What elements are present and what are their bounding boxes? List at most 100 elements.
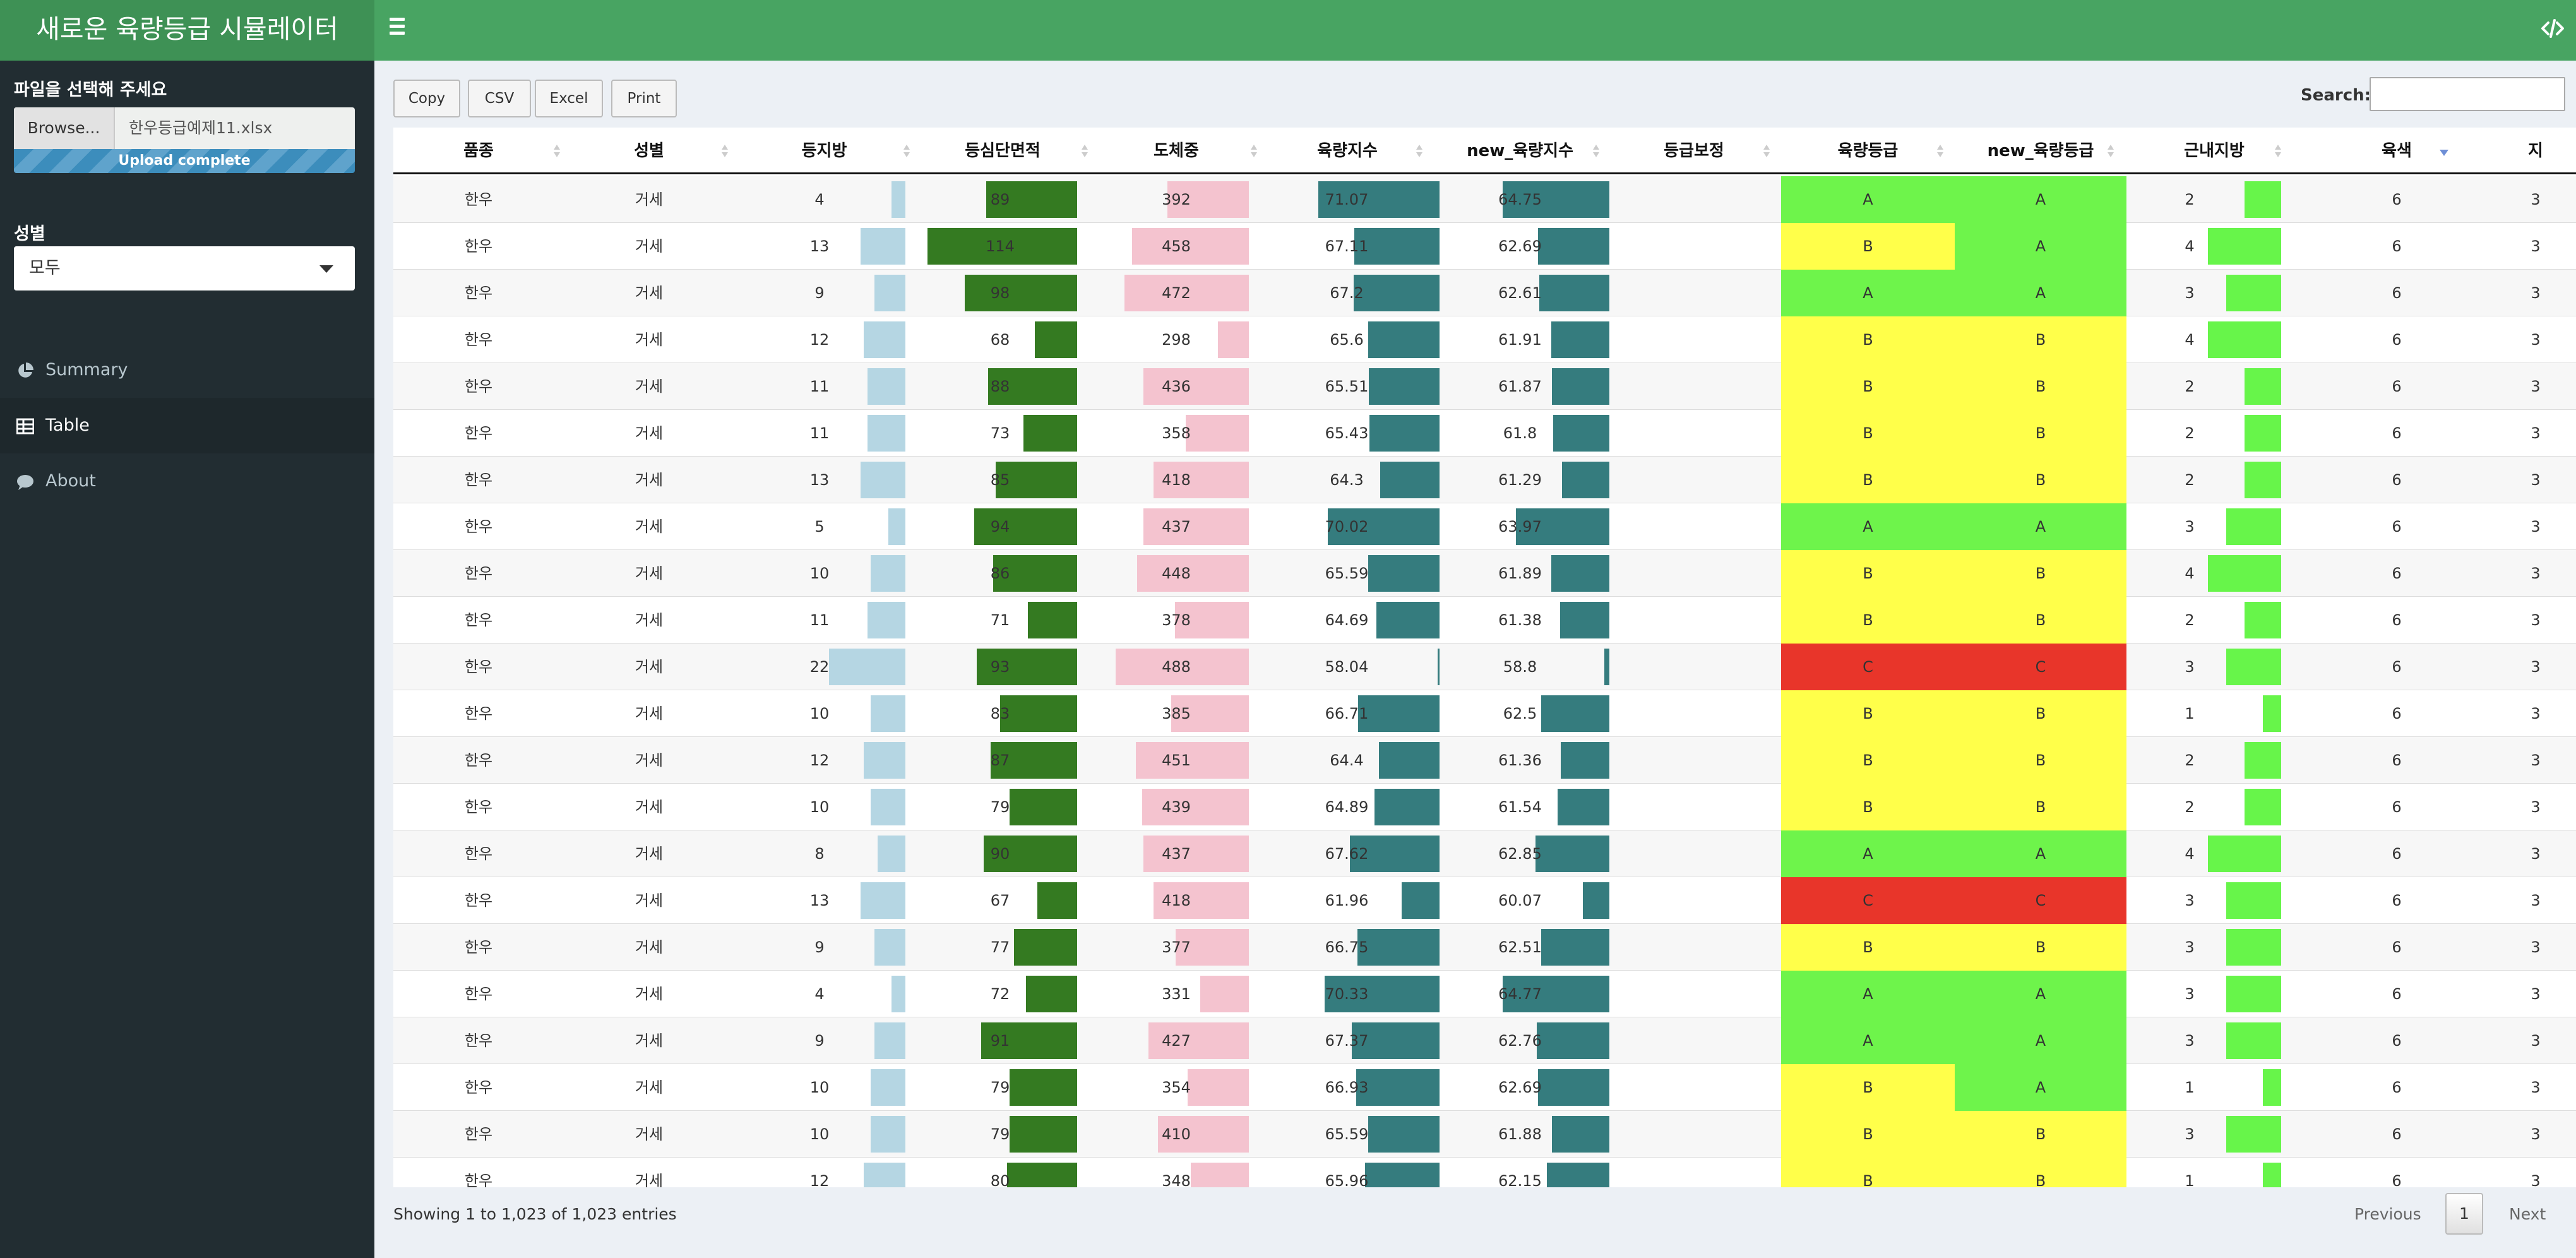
marbling-bar: [2208, 836, 2281, 872]
table-row[interactable]: 한우 거세 9 98 472 67.2 62.61 A A 3 6 3: [393, 270, 2576, 316]
table-cell: [1607, 877, 1781, 924]
column-header[interactable]: new_육량지수: [1467, 141, 1573, 160]
next-page-button[interactable]: Next: [2509, 1205, 2546, 1223]
table-row[interactable]: 한우 거세 12 87 451 64.4 61.36 B B 2 6 3: [393, 737, 2576, 784]
column-header[interactable]: 등심단면적: [965, 141, 1041, 160]
search-input[interactable]: [2370, 77, 2565, 111]
table-row[interactable]: 한우 거세 22 93 488 58.04 58.8 C C 3 6 3: [393, 644, 2576, 690]
new-index-bar: [1553, 415, 1609, 452]
weight-bar: [1148, 1022, 1249, 1059]
table-cell: 3: [2531, 705, 2541, 722]
sort-icon[interactable]: [1593, 145, 1599, 159]
new-grade-cell: C: [1955, 644, 2126, 690]
table-row[interactable]: 한우 거세 12 80 348 65.96 62.15 B B 1 6 3: [393, 1158, 2576, 1187]
table-cell: 61.91: [1498, 331, 1542, 349]
excel-button[interactable]: Excel: [535, 80, 603, 117]
sidebar-toggle-icon[interactable]: [390, 18, 411, 39]
table-cell: 10: [809, 1125, 830, 1143]
marbling-bar: [2226, 1116, 2281, 1153]
marbling-bar: [2245, 602, 2281, 638]
table-row[interactable]: 한우 거세 10 83 385 66.71 62.5 B B 1 6 3: [393, 690, 2576, 737]
area-bar: [1035, 321, 1077, 358]
table-cell: 61.96: [1325, 892, 1369, 909]
table-cell: 거세: [635, 1125, 664, 1143]
page-1-button[interactable]: 1: [2445, 1193, 2483, 1235]
sort-icon[interactable]: [1763, 145, 1770, 159]
weight-bar: [1153, 462, 1249, 498]
browse-button[interactable]: Browse...: [14, 107, 115, 149]
column-header[interactable]: 등급보정: [1664, 141, 1724, 160]
csv-button[interactable]: CSV: [468, 80, 531, 117]
column-header[interactable]: 지: [2528, 141, 2543, 160]
index-bar: [1437, 649, 1440, 685]
table-row[interactable]: 한우 거세 11 88 436 65.51 61.87 B B 2 6 3: [393, 363, 2576, 410]
sort-icon[interactable]: [722, 145, 728, 159]
table-cell: [1607, 550, 1781, 597]
table-row[interactable]: 한우 거세 9 91 427 67.37 62.76 A A 3 6 3: [393, 1017, 2576, 1064]
column-header[interactable]: 육량지수: [1317, 141, 1378, 160]
fat-bar: [871, 1069, 905, 1106]
column-header[interactable]: 품종: [463, 141, 494, 160]
sort-icon[interactable]: [903, 145, 910, 159]
table-cell: 한우: [464, 378, 493, 395]
code-icon[interactable]: [2541, 16, 2565, 40]
previous-page-button[interactable]: Previous: [2354, 1205, 2421, 1223]
sort-desc-icon[interactable]: [2440, 145, 2448, 159]
index-bar: [1379, 742, 1440, 779]
table-cell: [1607, 597, 1781, 644]
table-cell: 거세: [635, 284, 664, 302]
table-cell: 1: [2185, 705, 2195, 722]
table-cell: [1607, 410, 1781, 457]
table-cell: 한우: [464, 845, 493, 863]
index-bar: [1376, 602, 1440, 638]
table-cell: 64.89: [1325, 798, 1369, 816]
column-header[interactable]: 도체중: [1154, 141, 1199, 160]
grade-cell: B: [1781, 924, 1955, 971]
sort-icon[interactable]: [2108, 145, 2114, 159]
table-row[interactable]: 한우 거세 13 67 418 61.96 60.07 C C 3 6 3: [393, 877, 2576, 924]
table-row[interactable]: 한우 거세 10 79 439 64.89 61.54 B B 2 6 3: [393, 784, 2576, 830]
table-row[interactable]: 한우 거세 8 90 437 67.62 62.85 A A 4 6 3: [393, 830, 2576, 877]
table-row[interactable]: 한우 거세 9 77 377 66.75 62.51 B B 3 6 3: [393, 924, 2576, 971]
print-button[interactable]: Print: [611, 80, 677, 117]
table-row[interactable]: 한우 거세 10 79 410 65.59 61.88 B B 3 6 3: [393, 1111, 2576, 1158]
sort-icon[interactable]: [554, 145, 560, 159]
upload-label: 파일을 선택해 주세요: [14, 80, 167, 100]
column-header[interactable]: 근내지방: [2184, 141, 2245, 160]
table-row[interactable]: 한우 거세 11 71 378 64.69 61.38 B B 2 6 3: [393, 597, 2576, 644]
sidebar-item-about[interactable]: About: [0, 453, 374, 509]
marbling-bar: [2245, 181, 2281, 218]
table-row[interactable]: 한우 거세 11 73 358 65.43 61.8 B B 2 6 3: [393, 410, 2576, 457]
table-row[interactable]: 한우 거세 4 72 331 70.33 64.77 A A 3 6 3: [393, 971, 2576, 1017]
sort-icon[interactable]: [1082, 145, 1088, 159]
grade-cell: B: [1781, 550, 1955, 597]
table-cell: 거세: [635, 191, 664, 208]
column-header[interactable]: 육색: [2382, 141, 2412, 160]
table-row[interactable]: 한우 거세 13 85 418 64.3 61.29 B B 2 6 3: [393, 457, 2576, 503]
table-cell: 436: [1162, 378, 1191, 395]
table-row[interactable]: 한우 거세 13 114 458 67.11 62.69 B A 4 6 3: [393, 223, 2576, 270]
table-row[interactable]: 한우 거세 12 68 298 65.6 61.91 B B 4 6 3: [393, 316, 2576, 363]
sex-select[interactable]: 모두: [14, 246, 355, 291]
column-header[interactable]: 육량등급: [1837, 141, 1899, 160]
sidebar-item-summary[interactable]: Summary: [0, 342, 374, 398]
sort-icon[interactable]: [2275, 145, 2281, 159]
table-cell: 6: [2392, 611, 2402, 629]
sidebar-item-table[interactable]: Table: [0, 398, 374, 453]
table-row[interactable]: 한우 거세 10 79 354 66.93 62.69 B A 1 6 3: [393, 1064, 2576, 1111]
area-bar: [991, 742, 1077, 779]
table-row[interactable]: 한우 거세 4 89 392 71.07 64.75 A A 2 6 3: [393, 176, 2576, 223]
copy-button[interactable]: Copy: [393, 80, 460, 117]
file-input[interactable]: Browse... 한우등급예제11.xlsx: [14, 107, 355, 149]
column-header[interactable]: 등지방: [801, 141, 847, 160]
column-header[interactable]: new_육량등급: [1987, 141, 2094, 160]
column-header[interactable]: 성별: [634, 141, 664, 160]
table-row[interactable]: 한우 거세 10 86 448 65.59 61.89 B B 4 6 3: [393, 550, 2576, 597]
table-row[interactable]: 한우 거세 5 94 437 70.02 63.97 A A 3 6 3: [393, 503, 2576, 550]
sort-icon[interactable]: [1937, 145, 1943, 159]
new-index-bar: [1541, 929, 1609, 966]
new-index-bar: [1502, 976, 1609, 1012]
table-icon: [16, 418, 34, 434]
sort-icon[interactable]: [1251, 145, 1257, 159]
sort-icon[interactable]: [1416, 145, 1422, 159]
